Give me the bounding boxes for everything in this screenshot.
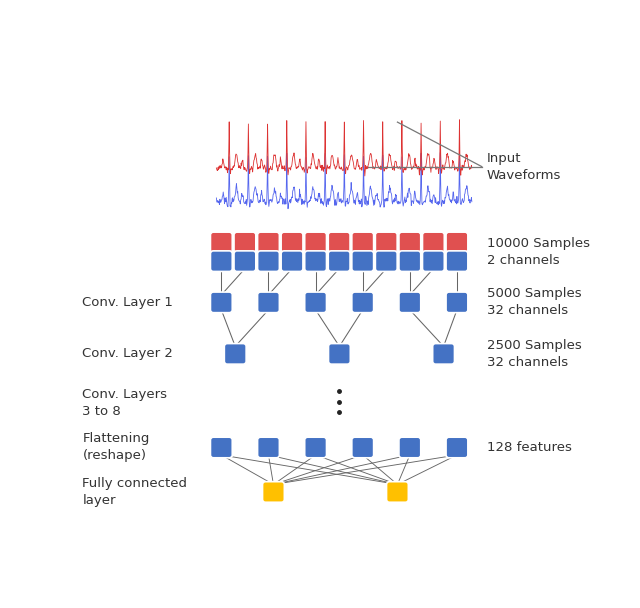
Text: 10000 Samples
2 channels: 10000 Samples 2 channels <box>486 237 589 267</box>
FancyBboxPatch shape <box>257 292 280 313</box>
FancyBboxPatch shape <box>352 437 374 458</box>
FancyBboxPatch shape <box>422 251 444 271</box>
FancyBboxPatch shape <box>446 251 468 271</box>
FancyBboxPatch shape <box>305 232 326 253</box>
Text: Flattening
(reshape): Flattening (reshape) <box>83 432 150 463</box>
FancyBboxPatch shape <box>211 232 232 253</box>
FancyBboxPatch shape <box>262 482 284 502</box>
FancyBboxPatch shape <box>376 251 397 271</box>
FancyBboxPatch shape <box>211 292 232 313</box>
FancyBboxPatch shape <box>446 292 468 313</box>
FancyBboxPatch shape <box>225 344 246 364</box>
FancyBboxPatch shape <box>305 251 326 271</box>
FancyBboxPatch shape <box>399 232 420 253</box>
FancyBboxPatch shape <box>433 344 454 364</box>
FancyBboxPatch shape <box>352 292 374 313</box>
FancyBboxPatch shape <box>305 292 326 313</box>
Text: Input
Waveforms: Input Waveforms <box>486 151 561 182</box>
FancyBboxPatch shape <box>234 251 256 271</box>
FancyBboxPatch shape <box>281 251 303 271</box>
FancyBboxPatch shape <box>352 251 374 271</box>
FancyBboxPatch shape <box>399 251 420 271</box>
FancyBboxPatch shape <box>211 437 232 458</box>
FancyBboxPatch shape <box>211 251 232 271</box>
FancyBboxPatch shape <box>446 437 468 458</box>
FancyBboxPatch shape <box>305 437 326 458</box>
FancyBboxPatch shape <box>387 482 408 502</box>
FancyBboxPatch shape <box>328 344 350 364</box>
FancyBboxPatch shape <box>328 251 350 271</box>
Text: Conv. Layer 2: Conv. Layer 2 <box>83 347 173 361</box>
FancyBboxPatch shape <box>376 232 397 253</box>
FancyBboxPatch shape <box>352 232 374 253</box>
FancyBboxPatch shape <box>234 232 256 253</box>
Text: 2500 Samples
32 channels: 2500 Samples 32 channels <box>486 339 582 369</box>
FancyBboxPatch shape <box>446 232 468 253</box>
Text: 5000 Samples
32 channels: 5000 Samples 32 channels <box>486 288 581 317</box>
Text: Conv. Layer 1: Conv. Layer 1 <box>83 296 173 309</box>
FancyBboxPatch shape <box>281 232 303 253</box>
FancyBboxPatch shape <box>257 232 280 253</box>
Text: Fully connected
layer: Fully connected layer <box>83 477 188 507</box>
Text: Conv. Layers
3 to 8: Conv. Layers 3 to 8 <box>83 388 168 418</box>
FancyBboxPatch shape <box>399 437 420 458</box>
Text: 128 features: 128 features <box>486 441 572 454</box>
FancyBboxPatch shape <box>257 251 280 271</box>
FancyBboxPatch shape <box>328 232 350 253</box>
FancyBboxPatch shape <box>422 232 444 253</box>
FancyBboxPatch shape <box>257 437 280 458</box>
FancyBboxPatch shape <box>399 292 420 313</box>
